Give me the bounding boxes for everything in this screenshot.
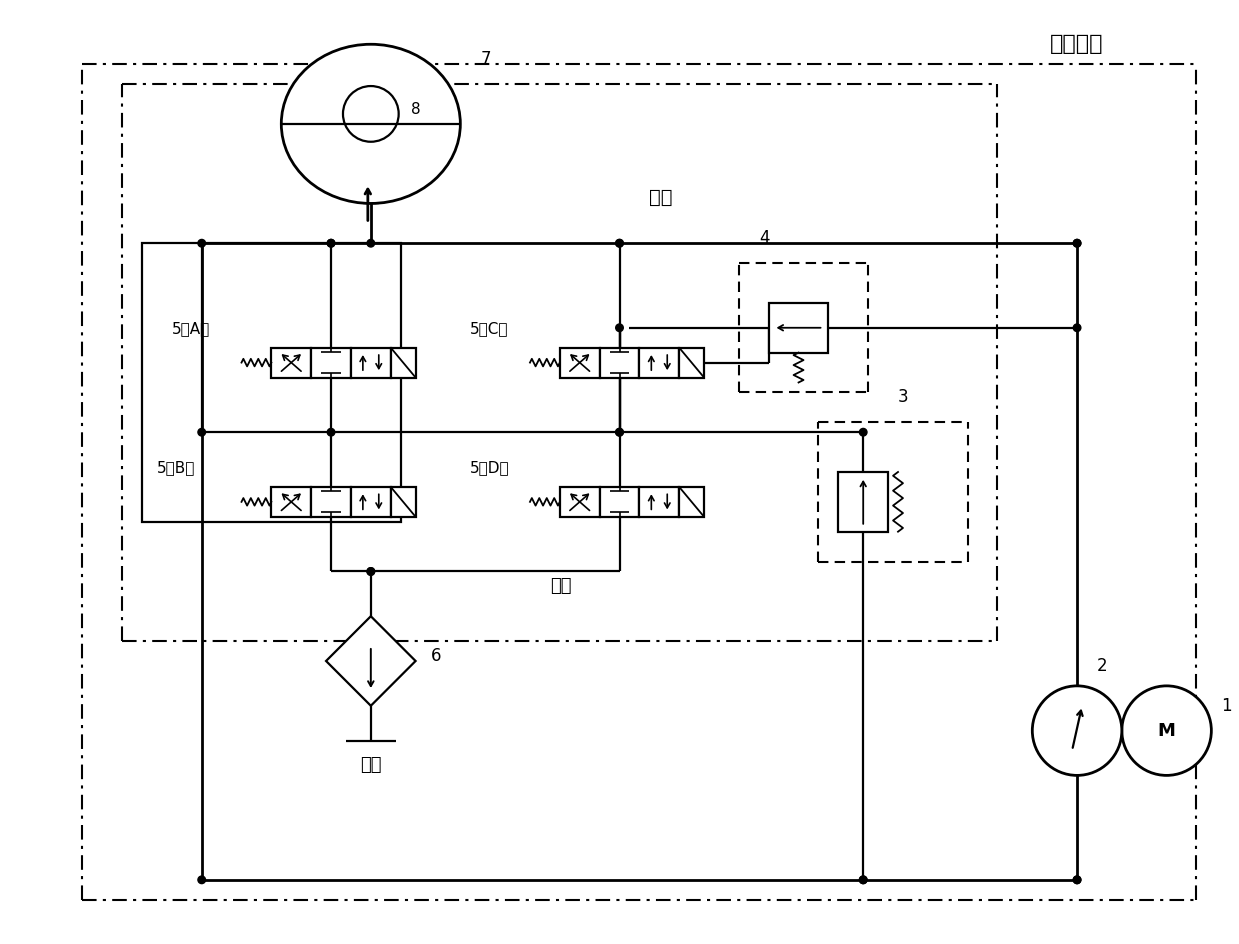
Circle shape — [367, 240, 374, 247]
Text: 2: 2 — [1097, 657, 1108, 675]
Circle shape — [860, 429, 867, 436]
Bar — [768, 303, 829, 353]
Text: 5（A）: 5（A） — [172, 321, 211, 336]
Circle shape — [1032, 686, 1121, 775]
Circle shape — [616, 324, 623, 331]
Text: 5（D）: 5（D） — [471, 460, 510, 475]
Text: 5（B）: 5（B） — [157, 460, 196, 475]
Bar — [271, 487, 311, 516]
Text: 7: 7 — [481, 50, 491, 68]
Bar — [351, 487, 390, 516]
Circle shape — [367, 567, 374, 575]
Bar — [351, 347, 390, 378]
Circle shape — [1073, 240, 1080, 247]
Text: 1: 1 — [1222, 697, 1232, 715]
Circle shape — [198, 429, 206, 436]
Circle shape — [860, 876, 867, 884]
Bar — [600, 347, 639, 378]
Bar — [600, 487, 639, 516]
Bar — [560, 487, 600, 516]
Circle shape — [1073, 876, 1080, 884]
Text: 控制阀组: 控制阀组 — [1051, 34, 1104, 54]
Circle shape — [616, 429, 623, 436]
Text: 8: 8 — [410, 102, 420, 117]
Bar — [679, 487, 704, 516]
Text: 注水: 注水 — [649, 189, 673, 208]
Ellipse shape — [281, 44, 461, 203]
Bar — [639, 347, 679, 378]
Bar — [271, 347, 311, 378]
Circle shape — [198, 240, 206, 247]
Circle shape — [860, 876, 867, 884]
Circle shape — [1073, 324, 1080, 331]
Circle shape — [327, 240, 335, 247]
Circle shape — [616, 240, 623, 247]
Text: 5（C）: 5（C） — [471, 321, 509, 336]
Circle shape — [327, 429, 335, 436]
Bar — [839, 472, 888, 531]
Text: 海洋: 海洋 — [361, 756, 382, 774]
Circle shape — [1073, 240, 1080, 247]
Bar — [390, 487, 415, 516]
Bar — [311, 347, 351, 378]
Circle shape — [1121, 686, 1212, 775]
Circle shape — [616, 240, 623, 247]
Bar — [560, 347, 600, 378]
Bar — [142, 244, 400, 522]
Circle shape — [1073, 876, 1080, 884]
Text: 3: 3 — [898, 388, 908, 406]
Circle shape — [343, 86, 399, 142]
Bar — [311, 487, 351, 516]
Polygon shape — [326, 616, 415, 706]
Circle shape — [198, 876, 206, 884]
Text: 排水: 排水 — [550, 578, 571, 596]
Circle shape — [616, 429, 623, 436]
Text: 6: 6 — [430, 647, 441, 665]
Bar — [679, 347, 704, 378]
Bar — [639, 487, 679, 516]
Bar — [390, 347, 415, 378]
Text: M: M — [1157, 721, 1176, 740]
Circle shape — [327, 240, 335, 247]
Circle shape — [367, 567, 374, 575]
Text: 4: 4 — [758, 229, 769, 247]
